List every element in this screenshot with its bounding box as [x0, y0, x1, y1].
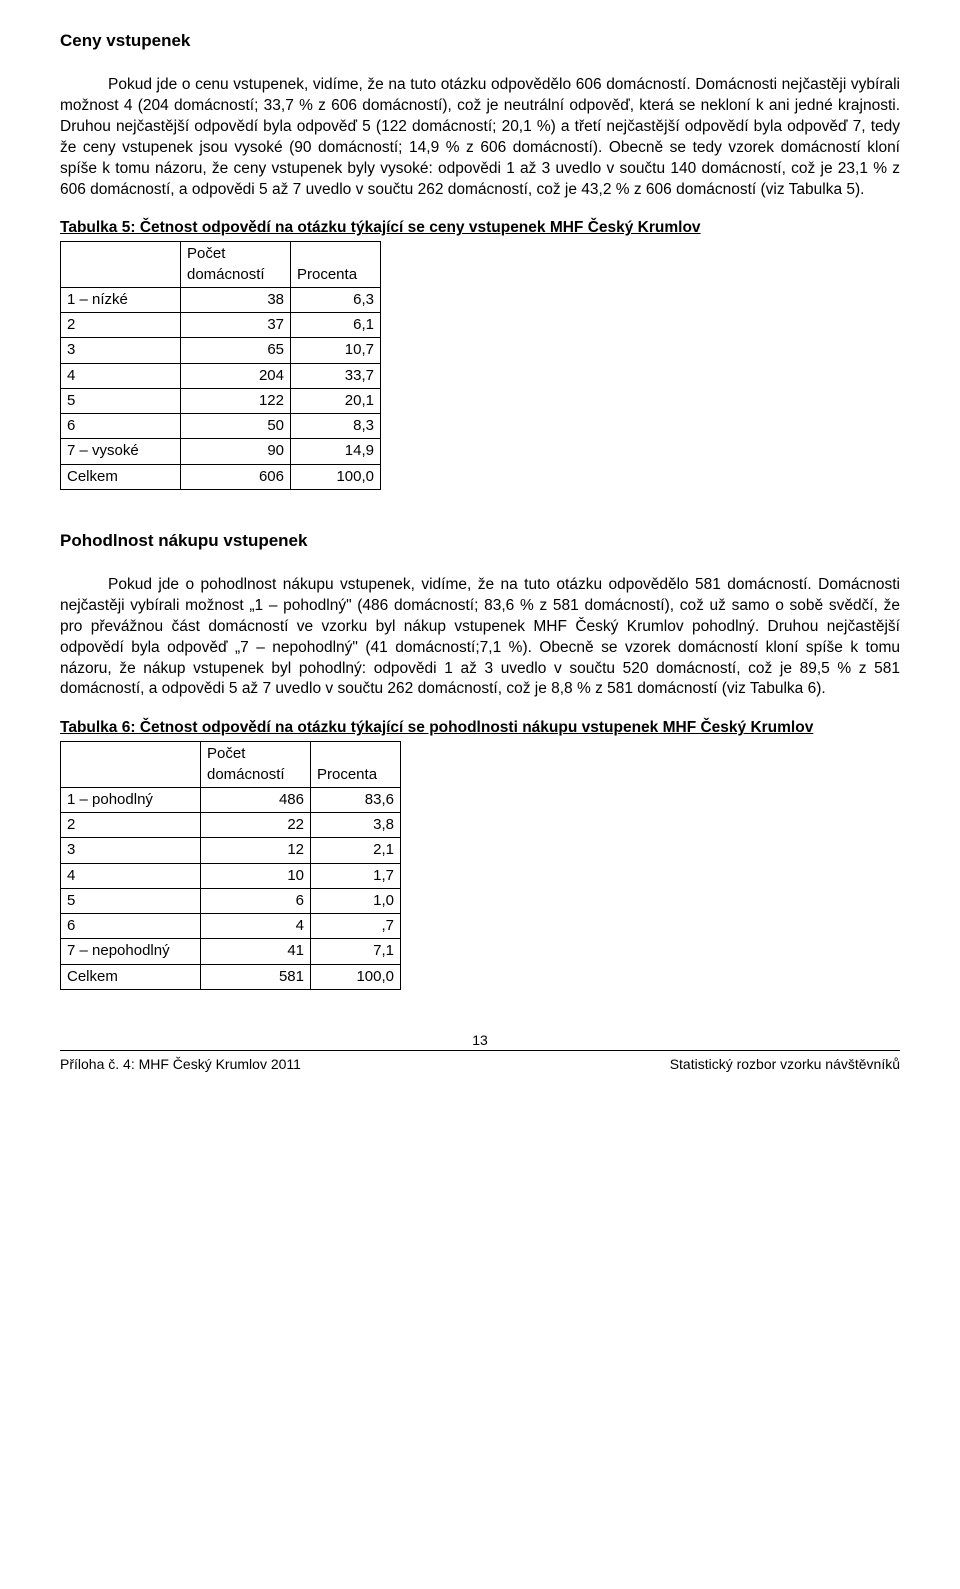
row-count: 90 — [181, 439, 291, 464]
row-pct: ,7 — [311, 914, 401, 939]
row-label: 7 – vysoké — [61, 439, 181, 464]
footer-left: Příloha č. 4: MHF Český Krumlov 2011 — [60, 1055, 301, 1074]
table-row: 512220,1 — [61, 388, 381, 413]
row-label: 3 — [61, 338, 181, 363]
row-count: 50 — [181, 414, 291, 439]
table-row: 2376,1 — [61, 313, 381, 338]
table-row: 1 – pohodlný48683,6 — [61, 787, 401, 812]
paragraph-ceny: Pokud jde o cenu vstupenek, vidíme, že n… — [60, 75, 900, 201]
table5-header-pct: Procenta — [291, 242, 381, 288]
row-pct: 100,0 — [291, 464, 381, 489]
footer-right: Statistický rozbor vzorku návštěvníků — [670, 1055, 900, 1074]
row-pct: 1,7 — [311, 863, 401, 888]
row-pct: 20,1 — [291, 388, 381, 413]
table-row: 3122,1 — [61, 838, 401, 863]
row-pct: 2,1 — [311, 838, 401, 863]
section-title-ceny: Ceny vstupenek — [60, 30, 900, 53]
row-label: 4 — [61, 863, 201, 888]
row-label: 5 — [61, 888, 201, 913]
table-row: 420433,7 — [61, 363, 381, 388]
row-label: 1 – pohodlný — [61, 787, 201, 812]
row-pct: 6,1 — [291, 313, 381, 338]
row-pct: 1,0 — [311, 888, 401, 913]
row-label: Celkem — [61, 964, 201, 989]
row-count: 41 — [201, 939, 311, 964]
row-label: 4 — [61, 363, 181, 388]
table6: Počet domácností Procenta 1 – pohodlný48… — [60, 741, 401, 990]
table-row: 64,7 — [61, 914, 401, 939]
row-pct: 10,7 — [291, 338, 381, 363]
section-title-pohodlnost: Pohodlnost nákupu vstupenek — [60, 530, 900, 553]
table-row: Celkem581100,0 — [61, 964, 401, 989]
row-pct: 100,0 — [311, 964, 401, 989]
row-count: 204 — [181, 363, 291, 388]
table-row: 6508,3 — [61, 414, 381, 439]
row-count: 12 — [201, 838, 311, 863]
row-label: 3 — [61, 838, 201, 863]
table-row: 36510,7 — [61, 338, 381, 363]
row-label: 1 – nízké — [61, 287, 181, 312]
page-footer: 13 Příloha č. 4: MHF Český Krumlov 2011 … — [60, 1050, 900, 1074]
table-row: 2223,8 — [61, 813, 401, 838]
row-count: 4 — [201, 914, 311, 939]
row-label: 6 — [61, 914, 201, 939]
row-label: 6 — [61, 414, 181, 439]
page-number: 13 — [472, 1031, 488, 1050]
row-count: 486 — [201, 787, 311, 812]
row-count: 37 — [181, 313, 291, 338]
row-label: 2 — [61, 813, 201, 838]
row-count: 38 — [181, 287, 291, 312]
row-count: 10 — [201, 863, 311, 888]
paragraph-pohodlnost: Pokud jde o pohodlnost nákupu vstupenek,… — [60, 575, 900, 701]
table-row: 7 – vysoké9014,9 — [61, 439, 381, 464]
table-row: 561,0 — [61, 888, 401, 913]
row-count: 6 — [201, 888, 311, 913]
table-row: 1 – nízké386,3 — [61, 287, 381, 312]
table6-caption: Tabulka 6: Četnost odpovědí na otázku tý… — [60, 718, 900, 739]
table-row: 4101,7 — [61, 863, 401, 888]
row-pct: 6,3 — [291, 287, 381, 312]
table-row: Celkem606100,0 — [61, 464, 381, 489]
row-pct: 33,7 — [291, 363, 381, 388]
row-label: Celkem — [61, 464, 181, 489]
row-pct: 83,6 — [311, 787, 401, 812]
table6-header-pct: Procenta — [311, 742, 401, 788]
row-count: 581 — [201, 964, 311, 989]
row-pct: 7,1 — [311, 939, 401, 964]
table5: Počet domácností Procenta 1 – nízké386,3… — [60, 241, 381, 490]
row-count: 606 — [181, 464, 291, 489]
row-pct: 3,8 — [311, 813, 401, 838]
row-label: 5 — [61, 388, 181, 413]
table6-header-count: Počet domácností — [201, 742, 311, 788]
table6-header-blank — [61, 742, 201, 788]
table-row: 7 – nepohodlný417,1 — [61, 939, 401, 964]
row-count: 22 — [201, 813, 311, 838]
row-count: 65 — [181, 338, 291, 363]
row-pct: 8,3 — [291, 414, 381, 439]
table5-caption: Tabulka 5: Četnost odpovědí na otázku tý… — [60, 218, 900, 239]
table5-header-count: Počet domácností — [181, 242, 291, 288]
row-count: 122 — [181, 388, 291, 413]
row-label: 2 — [61, 313, 181, 338]
row-label: 7 – nepohodlný — [61, 939, 201, 964]
table5-header-blank — [61, 242, 181, 288]
row-pct: 14,9 — [291, 439, 381, 464]
